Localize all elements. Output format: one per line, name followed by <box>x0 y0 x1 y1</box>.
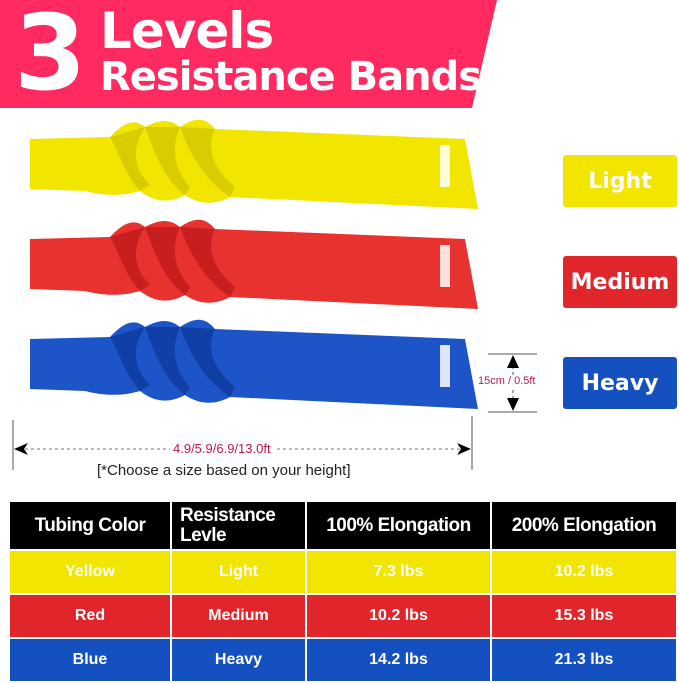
length-dimension: 4.9/5.9/6.9/13.0ft <box>170 441 274 456</box>
cell: Red <box>10 595 170 637</box>
table-row: Yellow Light 7.3 lbs 10.2 lbs <box>10 551 676 593</box>
band-fold <box>145 127 190 195</box>
arrow-up-icon <box>507 355 519 368</box>
cell: 7.3 lbs <box>307 551 490 593</box>
arrow-right-icon <box>457 443 471 455</box>
table-row: Red Medium 10.2 lbs 15.3 lbs <box>10 595 676 637</box>
band-heavy <box>30 319 478 409</box>
width-dimension: 15cm / 0.5ft <box>478 375 536 387</box>
cell: Blue <box>10 639 170 681</box>
header-200-elongation: 200% Elongation <box>492 502 676 549</box>
arrow-down-icon <box>507 398 519 411</box>
band-fold <box>110 127 150 191</box>
cell: Light <box>172 551 305 593</box>
bands-illustration <box>30 119 478 409</box>
band-body <box>30 219 478 309</box>
title-banner <box>0 0 497 108</box>
cell: 15.3 lbs <box>492 595 676 637</box>
table-row: Blue Heavy 14.2 lbs 21.3 lbs <box>10 639 676 681</box>
band-fold <box>145 227 190 295</box>
cell: 10.2 lbs <box>307 595 490 637</box>
title-line2: Resistance Bands <box>100 54 482 100</box>
arrow-left-icon <box>14 443 28 455</box>
dimension-lines <box>12 353 537 470</box>
level-label-heavy: Heavy <box>563 357 677 409</box>
size-note: [*Choose a size based on your height] <box>97 462 351 479</box>
level-label-medium: Medium <box>563 256 677 308</box>
band-fold <box>110 327 150 391</box>
brand-logo <box>440 345 450 387</box>
cell: Yellow <box>10 551 170 593</box>
header-tubing-color: Tubing Color <box>10 502 170 549</box>
brand-logo <box>440 145 450 187</box>
band-fold <box>145 327 190 395</box>
band-body <box>30 119 478 209</box>
level-label-light: Light <box>563 155 677 207</box>
brand-logo <box>440 245 450 287</box>
title-number: 3 <box>14 0 86 114</box>
band-medium <box>30 219 478 309</box>
header-resistance-level: Resistance Levle <box>172 502 305 549</box>
resistance-table: Tubing Color Resistance Levle 100% Elong… <box>8 500 678 683</box>
cell: Medium <box>172 595 305 637</box>
table-header-row: Tubing Color Resistance Levle 100% Elong… <box>10 502 676 549</box>
band-fold <box>180 127 235 197</box>
band-fold <box>180 227 235 297</box>
band-fold <box>110 227 150 291</box>
header-100-elongation: 100% Elongation <box>307 502 490 549</box>
cell: 21.3 lbs <box>492 639 676 681</box>
title-line1: Levels <box>100 2 274 60</box>
band-light <box>30 119 478 209</box>
cell: 10.2 lbs <box>492 551 676 593</box>
cell: 14.2 lbs <box>307 639 490 681</box>
cell: Heavy <box>172 639 305 681</box>
band-fold <box>180 327 235 397</box>
